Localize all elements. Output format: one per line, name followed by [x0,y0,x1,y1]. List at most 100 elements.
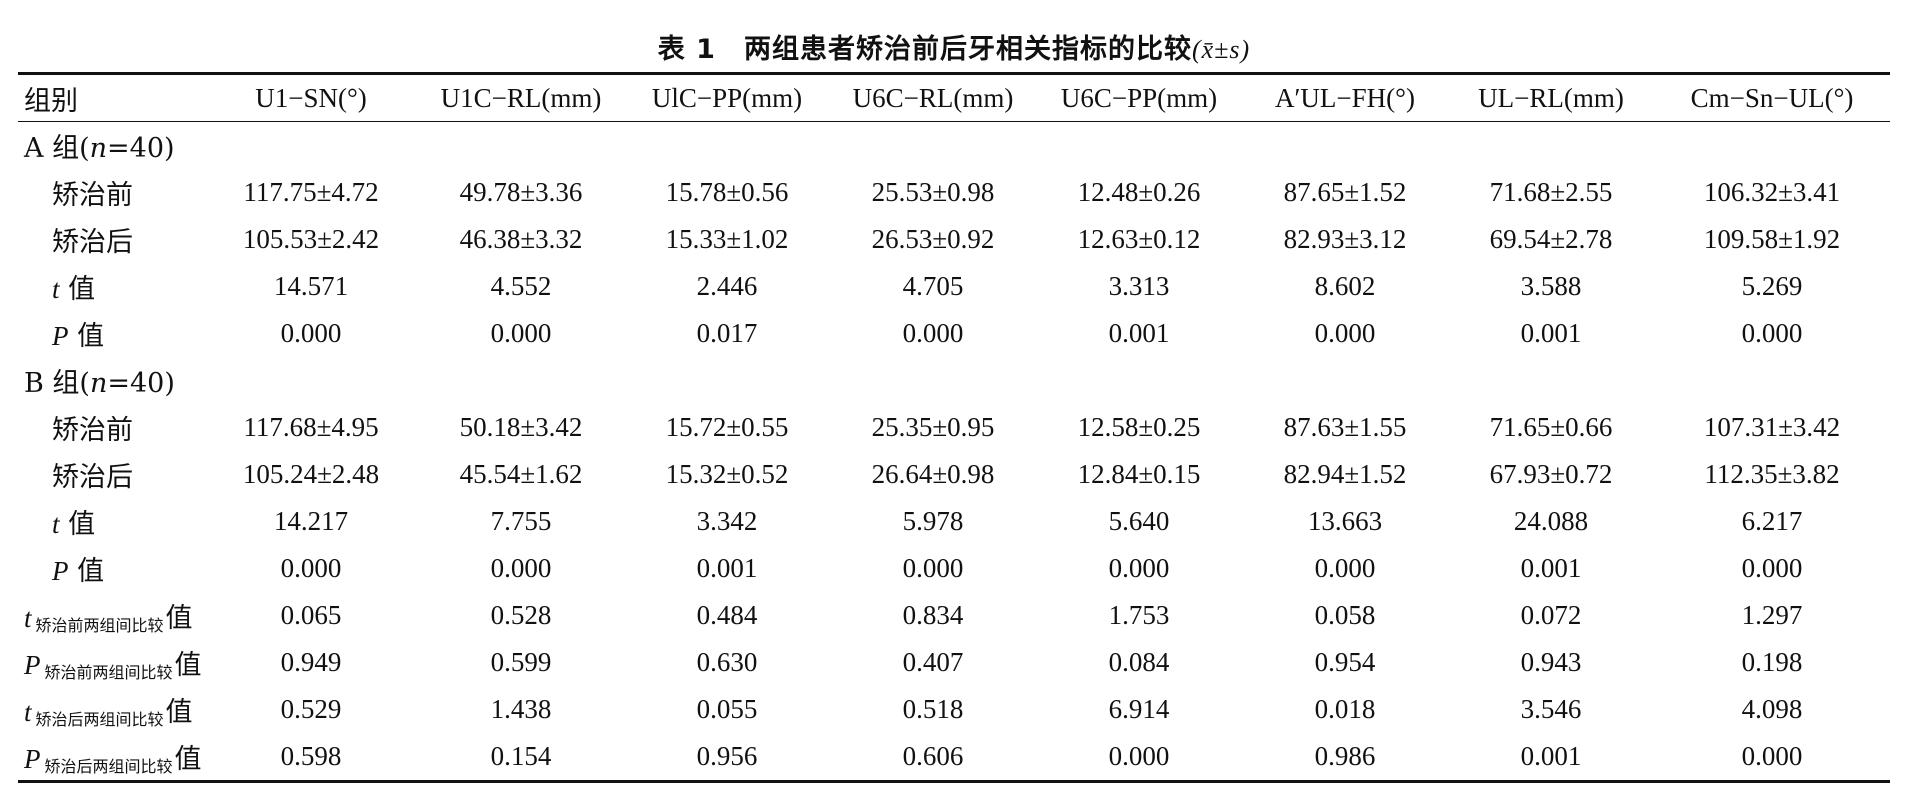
table-cell: 71.68±2.55 [1489,177,1613,207]
table-cell: 106.32±3.41 [1703,177,1841,207]
table-cell: 0.000 [490,553,552,583]
table-cell: 0.001 [1448,733,1654,783]
table-cell: 25.53±0.98 [871,177,995,207]
header-row: 组别 U1−SN(°) U1C−RL(mm) UlC−PP(mm) U6C−RL… [18,72,1890,122]
table-cell: 12.58±0.25 [1077,412,1201,442]
table-cell: 71.65±0.66 [1489,412,1613,442]
row-label: 矫治前 [18,404,204,451]
stat-symbol: P [24,743,41,774]
table-cell: 0.598 [204,733,418,783]
row-label: 矫治后 [18,216,204,263]
table-cell: 0.000 [1108,553,1170,583]
table-cell: 5.978 [902,506,964,536]
table-cell: 0.949 [280,647,342,677]
stat-symbol: t [52,509,60,539]
stat-symbol: P [24,649,41,680]
row-label-text: 值 [174,649,202,681]
table-cell: 2.446 [696,271,758,301]
stat-subscript: 矫治前两组间比较 [44,662,173,682]
row-label: P 值 [18,545,204,592]
column-header: U6C−RL(mm) [830,72,1036,122]
stat-symbol: t [52,274,60,304]
table-cell: 0.001 [696,553,758,583]
table-cell: 0.000 [280,553,342,583]
table-cell: 87.65±1.52 [1283,177,1407,207]
group-header-row: A 组(n=40) [18,122,1890,170]
column-header: UlC−PP(mm) [624,72,830,122]
row-label: t 矫治后两组间比较值 [18,686,204,733]
table-cell: 6.914 [1108,694,1170,724]
table-cell: 12.48±0.26 [1077,177,1201,207]
table-cell: 105.53±2.42 [242,224,380,254]
table-cell: 5.640 [1108,506,1170,536]
row-label-text: 矫治后 [52,462,133,493]
table-row: t 矫治后两组间比较值 0.529 1.438 0.055 0.518 6.914 0.018… [18,686,1890,733]
table-cell: 45.54±1.62 [459,459,583,489]
table-cell: 0.084 [1108,647,1170,677]
table-cell: 0.606 [830,733,1036,783]
table-cell: 15.33±1.02 [665,224,789,254]
table-row: 矫治后 105.53±2.42 46.38±3.32 15.33±1.02 26.53±… [18,216,1890,263]
table-cell: 3.342 [696,506,758,536]
table-row: t 矫治前两组间比较值 0.065 0.528 0.484 0.834 1.753 0.058… [18,592,1890,639]
table-cell: 107.31±3.42 [1703,412,1841,442]
table-cell: 0.017 [696,318,758,348]
column-header: U1−SN(°) [204,72,418,122]
row-label: P 矫治后两组间比较值 [18,733,204,783]
sample-size-value: =40) [107,133,175,164]
stat-subscript: 矫治后两组间比较 [44,756,173,776]
table-cell: 0.484 [696,600,758,630]
table-cell: 7.755 [490,506,552,536]
table-cell: 14.217 [273,506,349,536]
table-cell: 24.088 [1513,506,1589,536]
table-title: 表 1 两组患者矫治前后牙相关指标的比较 [657,34,1192,65]
table-cell: 0.630 [696,647,758,677]
table-row: P 值 0.000 0.000 0.001 0.000 0.000 0.000 0.001 0.… [18,545,1890,592]
table-row: P 值 0.000 0.000 0.017 0.000 0.001 0.000 0.001 0.… [18,310,1890,357]
table-cell: 0.000 [1741,553,1803,583]
table-cell: 0.529 [280,694,342,724]
table-cell: 5.269 [1741,271,1803,301]
data-table: 组别 U1−SN(°) U1C−RL(mm) UlC−PP(mm) U6C−RL… [18,72,1890,783]
row-label-text: 矫治后 [52,227,133,258]
table-cell: 0.018 [1314,694,1376,724]
row-label-text: 值 [165,602,193,634]
table-cell: 0.407 [902,647,964,677]
row-label: P 值 [18,310,204,357]
column-header: UL−RL(mm) [1448,72,1654,122]
sample-size-var: n [89,368,108,399]
table-cell: 0.000 [902,553,964,583]
table-cell: 0.000 [1036,733,1242,783]
table-cell: 4.098 [1741,694,1803,724]
table-cell: 26.64±0.98 [871,459,995,489]
table-cell: 109.58±1.92 [1703,224,1841,254]
table-cell: 112.35±3.82 [1704,459,1840,489]
table-row: t 值 14.217 7.755 3.342 5.978 5.640 13.663 24.08… [18,498,1890,545]
table-row: P 矫治前两组间比较值 0.949 0.599 0.630 0.407 0.084 0.954… [18,639,1890,686]
group-name: B 组( [24,368,90,399]
table-cell: 6.217 [1741,506,1803,536]
stat-symbol: P [52,321,69,351]
table-cell: 0.599 [490,647,552,677]
table-cell: 8.602 [1314,271,1376,301]
table-row: 矫治前 117.68±4.95 50.18±3.42 15.72±0.55 25.35±… [18,404,1890,451]
column-header: A′UL−FH(°) [1242,72,1448,122]
table-cell: 1.753 [1108,600,1170,630]
table-row: t 值 14.571 4.552 2.446 4.705 3.313 8.602 3.588 5… [18,263,1890,310]
row-label-text: 矫治前 [52,415,133,446]
column-header: U1C−RL(mm) [418,72,624,122]
table-cell: 13.663 [1307,506,1383,536]
table-cell: 4.552 [490,271,552,301]
row-label-text: 值 [174,743,202,775]
table-cell: 3.313 [1108,271,1170,301]
table-cell: 0.055 [696,694,758,724]
row-label: P 矫治前两组间比较值 [18,639,204,686]
table-cell: 0.518 [902,694,964,724]
column-header: Cm−Sn−UL(°) [1654,72,1890,122]
table-cell: 14.571 [273,271,349,301]
group-label: A 组(n=40) [18,122,1890,170]
table-cell: 46.38±3.32 [459,224,583,254]
table-cell: 82.94±1.52 [1283,459,1407,489]
table-cell: 0.000 [1314,553,1376,583]
table-cell: 3.546 [1520,694,1582,724]
